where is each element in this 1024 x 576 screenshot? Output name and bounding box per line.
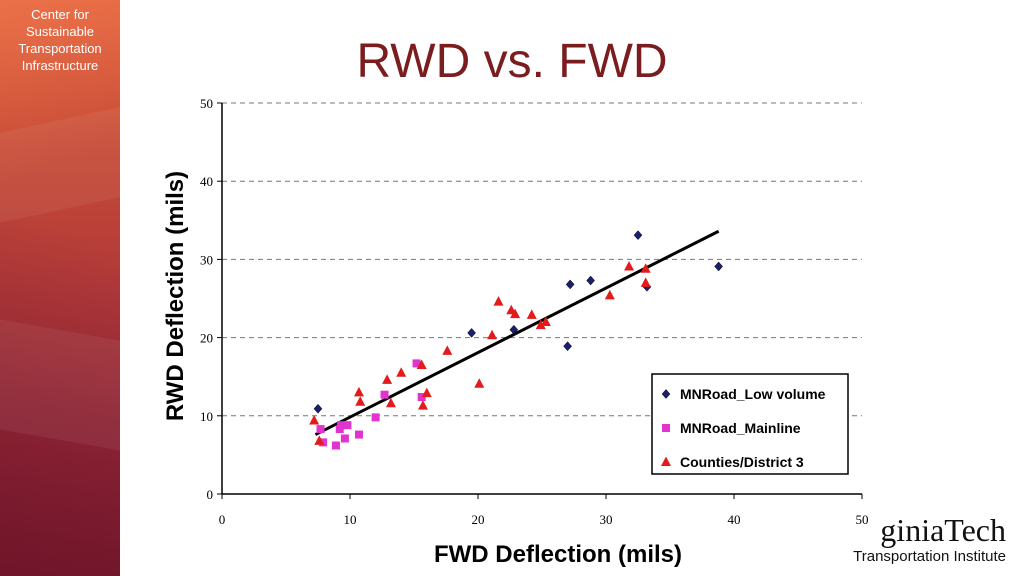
data-point-triangle: [417, 400, 428, 410]
trendline: [314, 229, 720, 436]
data-point-triangle: [640, 263, 651, 273]
x-tick-label: 30: [600, 512, 613, 527]
data-point-triangle: [355, 396, 366, 406]
data-point-square: [343, 421, 352, 430]
y-tick-label: 10: [200, 409, 213, 424]
y-tick-label: 40: [200, 174, 213, 189]
logo-subtext: Transportation Institute: [853, 548, 1006, 565]
data-point-triangle: [624, 260, 635, 271]
grid-layer: [222, 102, 862, 417]
data-point-square: [417, 393, 426, 402]
data-point-square: [354, 430, 363, 439]
data-point-square: [316, 425, 325, 434]
legend-marker-square: [662, 424, 670, 432]
org-name: Center for Sustainable Transportation In…: [0, 6, 120, 74]
legend-marker-diamond: [661, 389, 671, 399]
data-point-triangle: [314, 435, 325, 445]
legend-label: MNRoad_Mainline: [680, 420, 801, 436]
legend: MNRoad_Low volume MNRoad_Mainline Counties…: [651, 373, 849, 475]
data-point-triangle: [604, 289, 615, 300]
data-point-square: [319, 438, 328, 447]
y-tick-label: 20: [200, 331, 213, 346]
y-tick-label: 50: [200, 96, 213, 111]
x-axis-label: FWD Deflection (mils): [434, 541, 682, 568]
data-point-square: [371, 413, 380, 422]
data-point-diamond: [586, 275, 595, 286]
y-axis-label: RWD Deflection (mils): [162, 171, 189, 421]
org-line: Sustainable: [26, 24, 94, 39]
slide-title: RWD vs. FWD: [356, 35, 668, 88]
data-point-triangle: [487, 329, 498, 340]
x-tick-label: 40: [728, 512, 741, 527]
data-point-triangle: [416, 359, 427, 369]
y-tick-label: 30: [200, 252, 213, 267]
data-point-triangle: [421, 387, 432, 398]
legend-label: MNRoad_Low volume: [680, 386, 826, 402]
data-point-diamond: [313, 403, 323, 414]
data-point-diamond: [467, 328, 476, 338]
x-tick-label: 0: [219, 512, 226, 527]
logo-text: giniaTech: [880, 512, 1006, 548]
data-point-triangle: [309, 414, 320, 425]
data-point-square: [331, 441, 340, 450]
data-point-triangle: [526, 309, 537, 319]
sidebar-panel: Center for Sustainable Transportation In…: [0, 0, 120, 576]
data-point-diamond: [633, 230, 643, 241]
data-point-triangle: [382, 374, 393, 384]
data-point-triangle: [396, 367, 407, 377]
data-point-square: [380, 390, 389, 399]
x-tick-label: 20: [472, 512, 485, 527]
x-tick-label: 50: [856, 512, 869, 527]
x-tick-label: 10: [344, 512, 357, 527]
data-point-square: [340, 434, 349, 443]
org-line: Transportation: [18, 41, 102, 56]
legend-marker-triangle: [661, 456, 671, 466]
legend-label: Counties/District 3: [680, 454, 804, 470]
org-line: Infrastructure: [21, 58, 99, 73]
data-point-triangle: [540, 316, 551, 326]
data-point-triangle: [535, 319, 546, 330]
data-point-triangle: [353, 386, 364, 397]
point-layer: [309, 230, 723, 450]
data-point-square: [412, 359, 421, 368]
data-point-diamond: [714, 261, 723, 272]
org-line: Center for: [31, 7, 89, 22]
data-point-triangle: [385, 397, 396, 408]
data-point-diamond: [565, 279, 575, 290]
data-point-triangle: [474, 378, 485, 388]
data-point-square: [337, 421, 346, 430]
data-point-triangle: [442, 345, 453, 355]
data-point-triangle: [510, 308, 521, 319]
data-point-triangle: [640, 277, 651, 287]
institute-logo: giniaTech Transportation Institute: [853, 512, 1006, 566]
axis-layer: 0 10 20 30 40 50 0 10 20 30 40 50: [200, 96, 869, 527]
data-point-diamond: [509, 324, 519, 335]
legend-box: [651, 373, 849, 475]
trend-layer: [314, 229, 720, 436]
y-tick-label: 0: [207, 487, 214, 502]
data-point-triangle: [493, 296, 504, 306]
data-point-diamond: [563, 341, 572, 352]
